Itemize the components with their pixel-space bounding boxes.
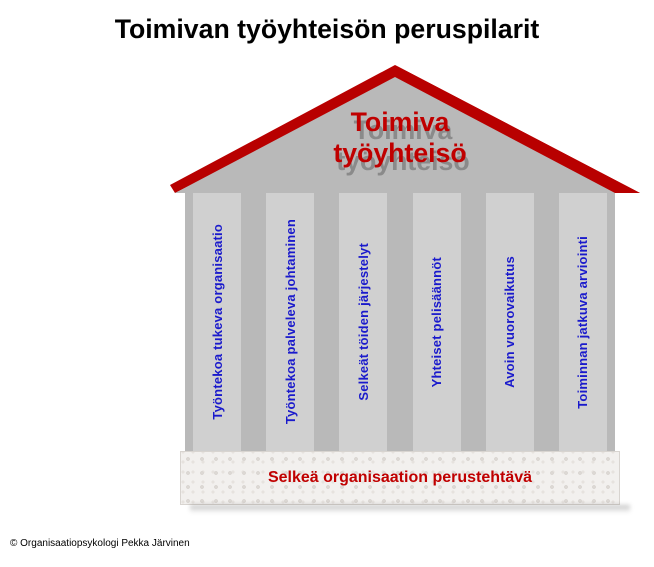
pillar-4: Yhteiset pelisäännöt (413, 193, 461, 451)
pillar-1: Työntekoa tukeva organisaatio (193, 193, 241, 451)
pillar-4-label: Yhteiset pelisäännöt (429, 257, 444, 387)
pillars-row: Työntekoa tukeva organisaatio Työntekoa … (185, 193, 615, 451)
foundation-label: Selkeä organisaation perustehtävä (268, 469, 532, 487)
roof-label: Toimiva työyhteisö (170, 107, 630, 168)
page-title: Toimivan työyhteisön peruspilarit (0, 14, 654, 45)
foundation: Selkeä organisaation perustehtävä (180, 451, 620, 505)
pillar-6-label: Toiminnan jatkuva arviointi (575, 236, 590, 409)
pillar-6: Toiminnan jatkuva arviointi (559, 193, 607, 451)
roof-label-line2: työyhteisö (333, 138, 466, 168)
pillar-5-label: Avoin vuorovaikutus (502, 256, 517, 388)
pillar-3-label: Selkeät töiden järjestelyt (356, 243, 371, 401)
pillar-1-label: Työntekoa tukeva organisaatio (210, 224, 225, 420)
pillar-2: Työntekoa palveleva johtaminen (266, 193, 314, 451)
pillar-2-label: Työntekoa palveleva johtaminen (283, 219, 298, 424)
roof-label-line1: Toimiva (351, 107, 450, 137)
foundation-shadow (190, 505, 630, 513)
pillar-diagram: Toimiva työyhteisö Toimiva työyhteisö Ty… (170, 65, 630, 510)
credit-line: © Organisaatiopsykologi Pekka Järvinen (10, 538, 190, 549)
pillar-5: Avoin vuorovaikutus (486, 193, 534, 451)
pillar-3: Selkeät töiden järjestelyt (339, 193, 387, 451)
